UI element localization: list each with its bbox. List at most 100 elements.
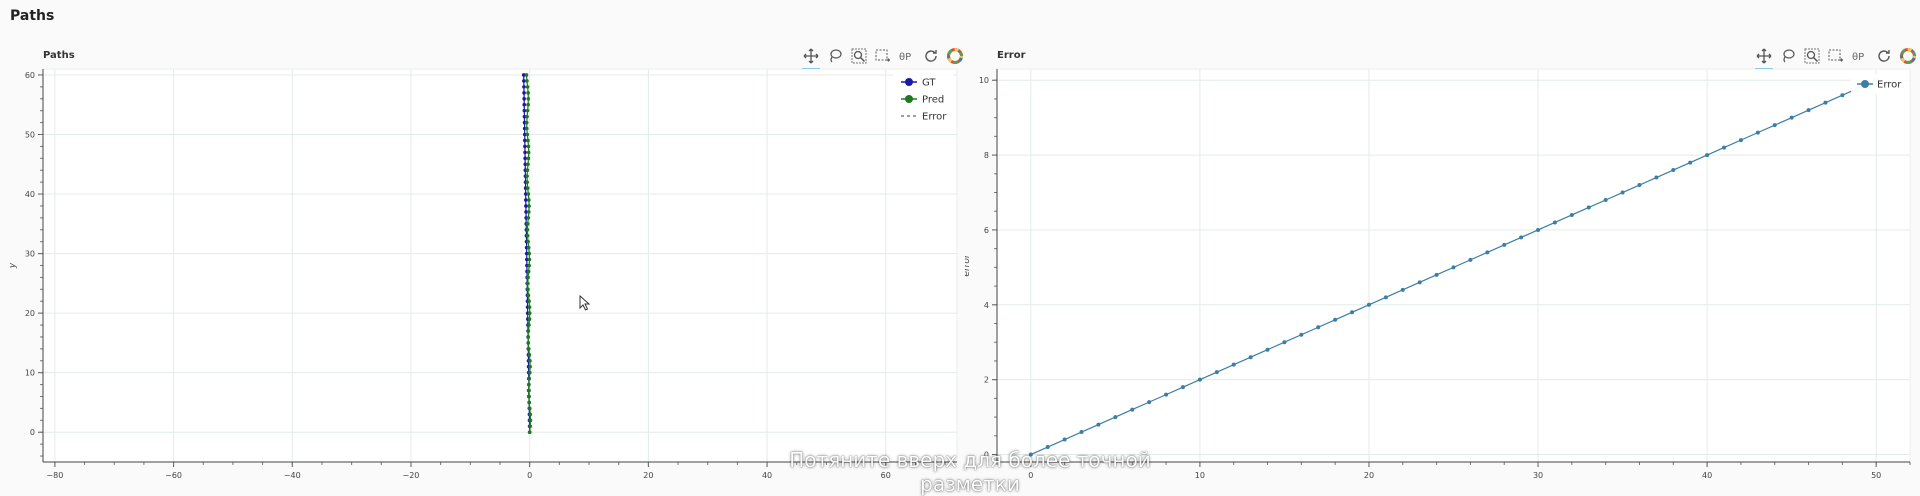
zoom-reset-icon[interactable]: θP xyxy=(1849,45,1871,67)
gt-point xyxy=(522,102,527,107)
zoom-icon[interactable] xyxy=(848,45,870,67)
error-point xyxy=(1823,100,1828,105)
legend-label: Error xyxy=(922,112,947,123)
gt-point xyxy=(524,198,528,202)
pred-point xyxy=(526,388,531,393)
pred-point xyxy=(525,222,530,226)
gt-point xyxy=(522,91,526,95)
refresh-icon[interactable] xyxy=(1873,45,1895,67)
pred-point xyxy=(527,198,531,202)
gt-point xyxy=(523,150,527,155)
page-title: Paths xyxy=(10,8,55,24)
error-point xyxy=(1789,115,1794,120)
mouse-cursor-icon xyxy=(579,294,591,316)
bokeh-logo-icon[interactable] xyxy=(944,45,966,67)
x-tick-label: −40 xyxy=(284,471,301,480)
error-point xyxy=(1468,257,1473,262)
gt-point xyxy=(523,162,528,167)
pred-point xyxy=(527,257,532,262)
pred-point xyxy=(525,174,529,178)
error-point xyxy=(1434,272,1439,277)
pred-point xyxy=(527,323,531,327)
paths-panel: Paths θP −80 −60 −40 −20 0 20 40 60 0 10 20 30 40 50 6… xyxy=(0,42,965,485)
error-point xyxy=(1738,138,1743,143)
error-point xyxy=(1265,347,1270,352)
y-tick-label: 10 xyxy=(979,76,989,85)
legend-box xyxy=(1851,74,1909,94)
pred-point xyxy=(526,347,531,351)
pred-point xyxy=(527,299,531,304)
paths-chart-title: Paths xyxy=(43,50,75,61)
error-point xyxy=(1806,108,1811,113)
y-tick-label: 4 xyxy=(984,301,989,310)
x-tick-label: 30 xyxy=(1533,471,1543,480)
legend-swatch-marker xyxy=(1861,80,1869,88)
bokeh-logo-icon[interactable] xyxy=(1897,45,1919,67)
x-tick-label: −80 xyxy=(46,471,63,480)
pred-point xyxy=(525,114,529,119)
error-point xyxy=(1062,437,1067,442)
x-tick-label: −60 xyxy=(165,471,182,480)
error-point xyxy=(1248,355,1253,360)
pred-point xyxy=(528,370,532,375)
x-tick-label: 50 xyxy=(1871,471,1881,480)
error-point xyxy=(1637,183,1642,188)
pred-point xyxy=(528,412,533,417)
pred-point xyxy=(527,430,532,435)
pred-point xyxy=(526,156,531,161)
legend-swatch-marker xyxy=(905,95,913,103)
pred-point xyxy=(527,317,532,321)
pred-point xyxy=(526,293,531,298)
x-tick-label: −20 xyxy=(403,471,420,480)
y-tick-label: 0 xyxy=(30,428,35,437)
y-tick-label: 0 xyxy=(984,451,989,460)
y-tick-label: 10 xyxy=(25,369,35,378)
error-point xyxy=(1552,220,1557,225)
pred-point xyxy=(526,245,531,250)
error-point xyxy=(1164,392,1169,397)
gt-point xyxy=(523,138,527,143)
error-panel: Error θP 0 10 20 30 40 50 0 2 4 6 8 10 error Error xyxy=(965,42,1920,485)
error-point xyxy=(1840,93,1845,98)
zoom-icon[interactable] xyxy=(1801,45,1823,67)
pred-point xyxy=(527,353,532,357)
pred-point xyxy=(526,138,530,143)
pred-point xyxy=(528,364,532,369)
lasso-select-icon[interactable] xyxy=(1777,45,1799,67)
pred-point xyxy=(527,210,531,214)
error-point xyxy=(1282,340,1287,345)
error-plot[interactable]: 0 10 20 30 40 50 0 2 4 6 8 10 error Error xyxy=(965,42,1920,485)
pred-point xyxy=(525,132,530,137)
error-point xyxy=(1654,175,1659,180)
pred-point xyxy=(527,376,532,381)
zoom-reset-icon[interactable]: θP xyxy=(896,45,918,67)
gt-point xyxy=(523,192,528,196)
error-point xyxy=(1603,198,1608,202)
pred-point xyxy=(526,335,530,339)
error-chart-title: Error xyxy=(997,50,1026,61)
x-tick-label: 40 xyxy=(762,471,772,480)
plot-area xyxy=(42,68,958,463)
gt-point xyxy=(522,114,527,119)
paths-plot[interactable]: −80 −60 −40 −20 0 20 40 60 0 10 20 30 40 50 60 y GT Pred E… xyxy=(0,42,965,485)
pred-point xyxy=(526,281,530,286)
legend-label: Error xyxy=(1877,80,1902,91)
box-select-icon[interactable] xyxy=(1825,45,1847,67)
pred-point xyxy=(528,418,533,423)
y-tick-label: 40 xyxy=(25,190,35,199)
pred-point xyxy=(526,394,531,399)
y-tick-label: 30 xyxy=(25,250,35,259)
pred-point xyxy=(525,227,530,232)
pred-point xyxy=(526,287,530,292)
gt-point xyxy=(523,156,527,161)
pred-point xyxy=(526,341,531,345)
refresh-icon[interactable] xyxy=(920,45,942,67)
error-point xyxy=(1333,317,1338,322)
lasso-select-icon[interactable] xyxy=(824,45,846,67)
error-point xyxy=(1772,123,1777,128)
box-select-icon[interactable] xyxy=(872,45,894,67)
gt-point xyxy=(525,257,529,262)
gt-point xyxy=(522,108,527,113)
error-point xyxy=(1045,445,1050,450)
pred-point xyxy=(527,311,532,315)
